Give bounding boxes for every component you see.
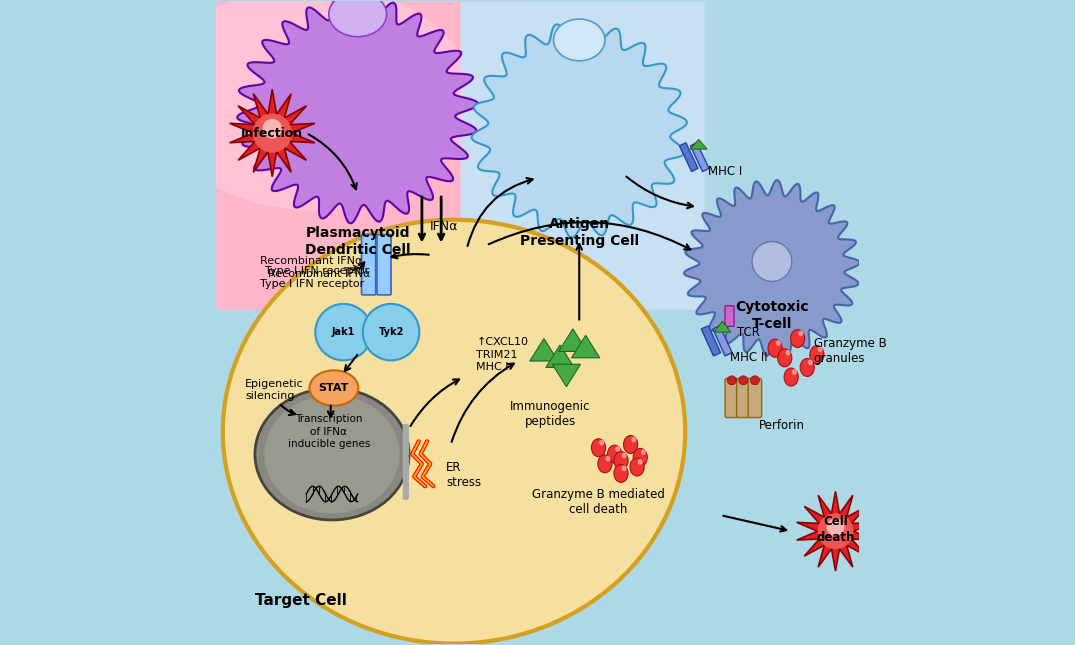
- Text: Type I IFN receptor: Type I IFN receptor: [260, 279, 364, 289]
- Ellipse shape: [784, 368, 799, 386]
- Ellipse shape: [599, 440, 604, 446]
- Polygon shape: [713, 326, 732, 356]
- Text: Target Cell: Target Cell: [255, 593, 347, 608]
- Text: MHC I: MHC I: [707, 165, 742, 178]
- Circle shape: [739, 376, 748, 385]
- Ellipse shape: [768, 339, 783, 357]
- Circle shape: [363, 304, 419, 361]
- Ellipse shape: [752, 242, 792, 281]
- Text: Antigen
Presenting Cell: Antigen Presenting Cell: [519, 217, 639, 248]
- Ellipse shape: [827, 519, 845, 536]
- Text: ER
stress: ER stress: [446, 461, 482, 490]
- Text: Type I IFN receptor: Type I IFN receptor: [264, 266, 369, 276]
- Ellipse shape: [792, 369, 797, 375]
- Text: Tyk2: Tyk2: [378, 327, 404, 337]
- Circle shape: [728, 376, 736, 385]
- Ellipse shape: [223, 220, 685, 644]
- Text: STAT: STAT: [318, 383, 349, 393]
- Text: ↑CXCL10
TRIM21
MHC I: ↑CXCL10 TRIM21 MHC I: [476, 337, 529, 372]
- Text: Cell
death: Cell death: [816, 515, 855, 544]
- Circle shape: [750, 376, 759, 385]
- FancyBboxPatch shape: [748, 379, 761, 417]
- Text: IFNα: IFNα: [430, 220, 459, 233]
- FancyBboxPatch shape: [361, 235, 375, 295]
- Polygon shape: [230, 90, 315, 177]
- Polygon shape: [238, 0, 478, 223]
- Text: Recombinant IFNα: Recombinant IFNα: [268, 270, 370, 279]
- Ellipse shape: [598, 455, 612, 473]
- Polygon shape: [546, 345, 574, 368]
- Polygon shape: [559, 329, 587, 352]
- Ellipse shape: [264, 395, 400, 513]
- Ellipse shape: [153, 0, 473, 210]
- Ellipse shape: [253, 114, 292, 153]
- Polygon shape: [701, 326, 720, 356]
- Ellipse shape: [786, 350, 790, 355]
- Ellipse shape: [630, 458, 644, 476]
- Text: Recombinant IFNα: Recombinant IFNα: [260, 257, 362, 266]
- Ellipse shape: [776, 340, 780, 346]
- Polygon shape: [690, 143, 710, 172]
- Ellipse shape: [615, 446, 620, 452]
- FancyBboxPatch shape: [736, 379, 750, 417]
- FancyBboxPatch shape: [725, 379, 739, 417]
- Polygon shape: [472, 22, 687, 237]
- Ellipse shape: [790, 330, 805, 348]
- Ellipse shape: [809, 346, 823, 364]
- Text: Plasmacytoid
Dendritic Cell: Plasmacytoid Dendritic Cell: [305, 226, 411, 257]
- Circle shape: [315, 304, 372, 361]
- Ellipse shape: [262, 119, 282, 139]
- FancyBboxPatch shape: [725, 306, 734, 326]
- Text: Perforin: Perforin: [759, 419, 805, 432]
- Polygon shape: [530, 339, 558, 361]
- Ellipse shape: [591, 439, 605, 457]
- Polygon shape: [690, 139, 707, 149]
- Ellipse shape: [554, 19, 605, 61]
- Ellipse shape: [621, 466, 627, 471]
- Text: Granzyme B
granules: Granzyme B granules: [814, 337, 887, 366]
- Text: Jak1: Jak1: [332, 327, 355, 337]
- FancyBboxPatch shape: [216, 1, 525, 310]
- Ellipse shape: [800, 359, 814, 377]
- Ellipse shape: [605, 456, 611, 462]
- Polygon shape: [684, 180, 860, 355]
- Text: Immunogenic
peptides: Immunogenic peptides: [511, 399, 590, 428]
- Ellipse shape: [607, 445, 621, 463]
- Text: Cytotoxic
T-cell: Cytotoxic T-cell: [735, 300, 808, 332]
- Ellipse shape: [818, 513, 854, 549]
- Ellipse shape: [621, 453, 627, 459]
- Ellipse shape: [329, 0, 387, 37]
- Ellipse shape: [808, 359, 813, 365]
- Polygon shape: [553, 364, 581, 387]
- FancyBboxPatch shape: [377, 235, 391, 295]
- Ellipse shape: [777, 349, 792, 367]
- Text: MHC II: MHC II: [730, 352, 768, 364]
- Text: Epigenetic
silencing: Epigenetic silencing: [245, 379, 304, 401]
- Ellipse shape: [633, 448, 647, 466]
- Ellipse shape: [799, 330, 803, 336]
- Ellipse shape: [817, 346, 822, 352]
- Polygon shape: [797, 491, 874, 571]
- Text: Infection: Infection: [241, 126, 303, 139]
- Text: Transcription
of IFNα
inducible genes: Transcription of IFNα inducible genes: [288, 414, 370, 449]
- Polygon shape: [572, 335, 600, 358]
- Ellipse shape: [624, 435, 637, 453]
- Polygon shape: [679, 143, 698, 172]
- Text: Granzyme B mediated
cell death: Granzyme B mediated cell death: [532, 488, 665, 516]
- Ellipse shape: [641, 450, 646, 455]
- Text: TCR: TCR: [736, 326, 759, 339]
- Ellipse shape: [614, 451, 628, 470]
- Ellipse shape: [637, 459, 643, 465]
- FancyBboxPatch shape: [460, 1, 704, 310]
- Ellipse shape: [255, 388, 410, 520]
- Ellipse shape: [614, 464, 628, 482]
- Polygon shape: [714, 321, 731, 332]
- Ellipse shape: [631, 437, 636, 442]
- Ellipse shape: [310, 370, 358, 406]
